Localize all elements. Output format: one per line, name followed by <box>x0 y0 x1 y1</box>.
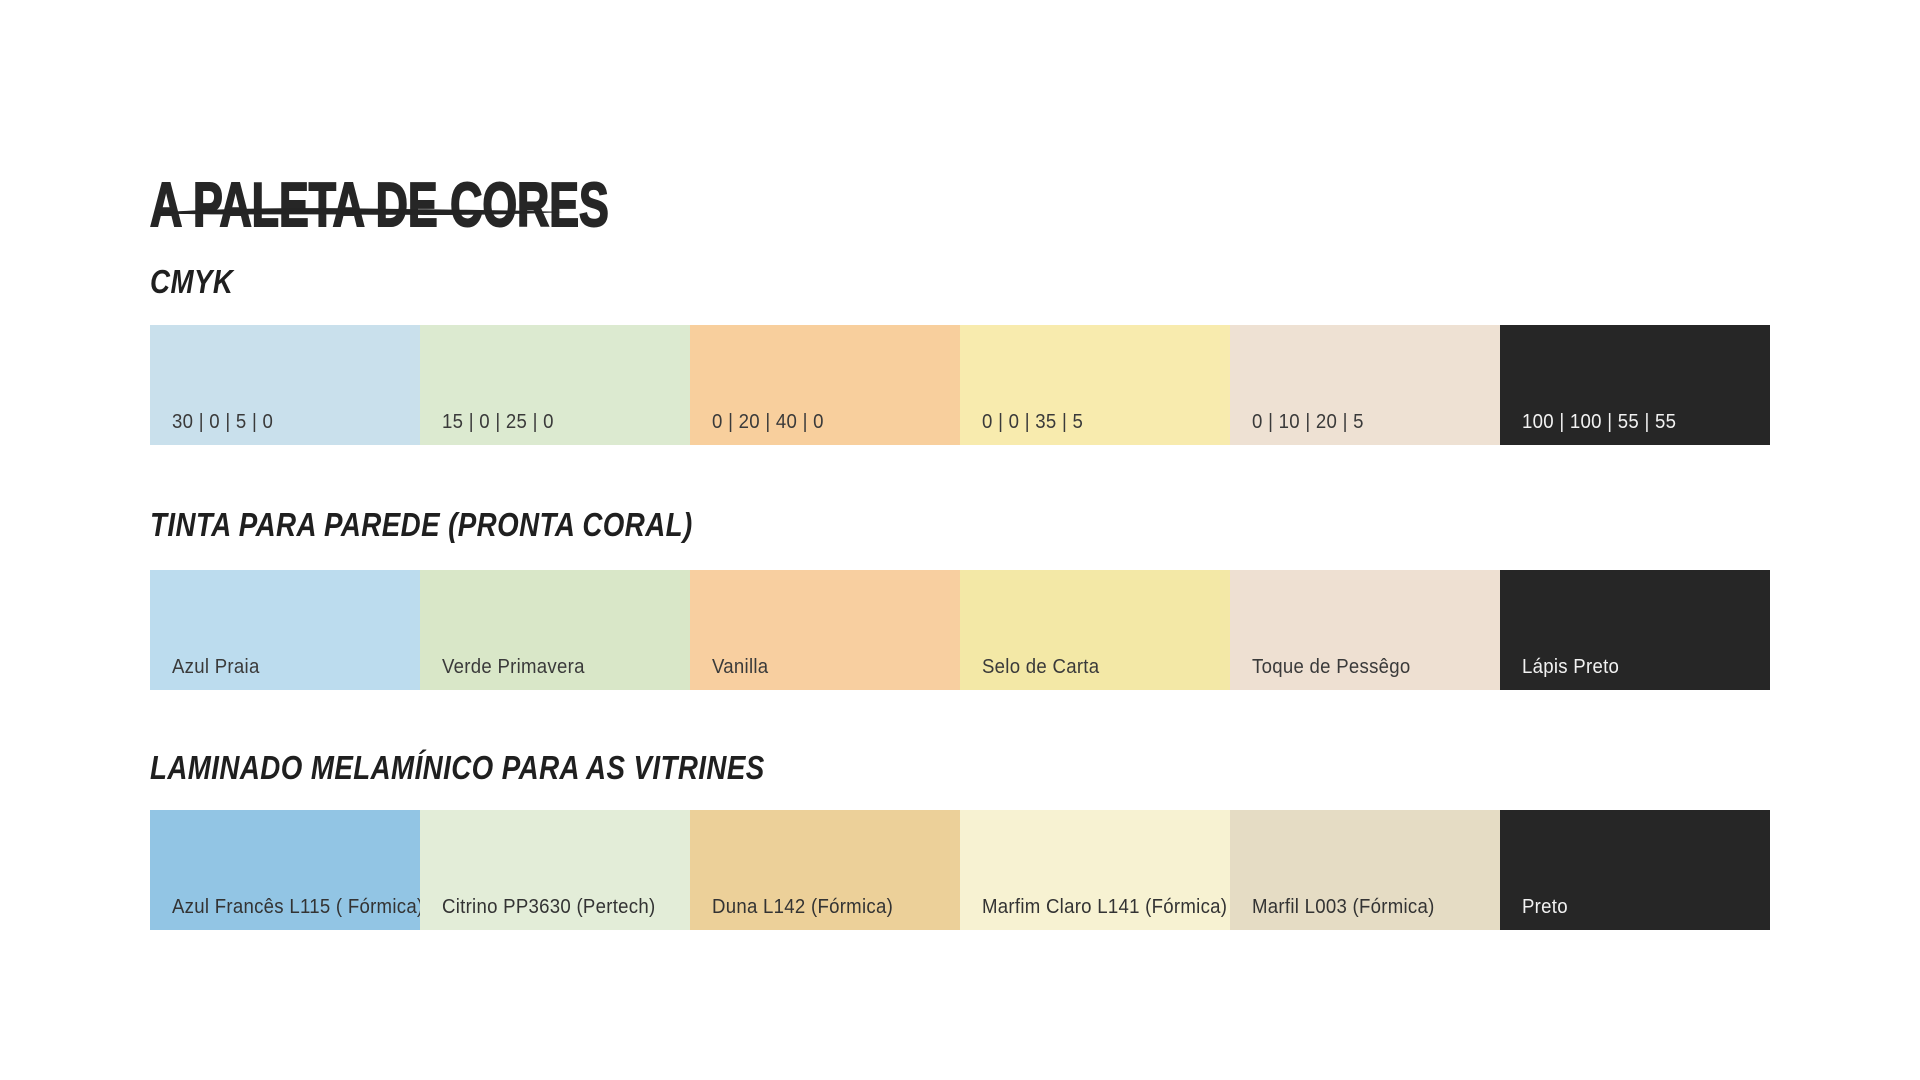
swatch: 0 | 20 | 40 | 0 <box>690 325 960 445</box>
swatch: Marfim Claro L141 (Fórmica) <box>960 810 1230 930</box>
swatch: Lápis Preto <box>1500 570 1770 690</box>
swatch-label: Duna L142 (Fórmica) <box>712 896 894 918</box>
swatch-label: Marfim Claro L141 (Fórmica) <box>982 896 1228 918</box>
swatch-label: 0 | 20 | 40 | 0 <box>712 411 824 433</box>
swatch-label: 15 | 0 | 25 | 0 <box>442 411 554 433</box>
swatch-label: Verde Primavera <box>442 656 585 678</box>
swatch: 100 | 100 | 55 | 55 <box>1500 325 1770 445</box>
swatch: Toque de Pessêgo <box>1230 570 1500 690</box>
swatch: Marfil L003 (Fórmica) <box>1230 810 1500 930</box>
page-title: A PALETA DE CORES <box>149 170 609 240</box>
section-heading: LAMINADO MELAMÍNICO PARA AS VITRINES <box>150 749 765 786</box>
swatch-label: Marfil L003 (Fórmica) <box>1252 896 1435 918</box>
swatch-label: 0 | 10 | 20 | 5 <box>1252 411 1364 433</box>
swatch-label: Toque de Pessêgo <box>1252 656 1411 678</box>
swatch-label: 30 | 0 | 5 | 0 <box>172 411 274 433</box>
swatch-label: Azul Praia <box>172 656 260 678</box>
swatch-label: Selo de Carta <box>982 656 1100 678</box>
swatch-label: Vanilla <box>712 656 769 678</box>
swatch: 0 | 0 | 35 | 5 <box>960 325 1230 445</box>
swatch: Azul Praia <box>150 570 420 690</box>
section-heading: CMYK <box>150 263 234 300</box>
section-heading: TINTA PARA PAREDE (PRONTA CORAL) <box>150 506 693 543</box>
swatch-label: Citrino PP3630 (Pertech) <box>442 896 656 918</box>
swatch: Citrino PP3630 (Pertech) <box>420 810 690 930</box>
swatch-label: 100 | 100 | 55 | 55 <box>1522 411 1677 433</box>
swatch-label: Preto <box>1522 896 1568 918</box>
swatch: Selo de Carta <box>960 570 1230 690</box>
swatch: 0 | 10 | 20 | 5 <box>1230 325 1500 445</box>
swatch: Preto <box>1500 810 1770 930</box>
swatch: 15 | 0 | 25 | 0 <box>420 325 690 445</box>
swatch: Vanilla <box>690 570 960 690</box>
swatch-row-cmyk: 30 | 0 | 5 | 0 15 | 0 | 25 | 0 0 | 20 | … <box>150 325 1770 445</box>
swatch-label: Lápis Preto <box>1522 656 1620 678</box>
swatch: Duna L142 (Fórmica) <box>690 810 960 930</box>
swatch: Azul Francês L115 ( Fórmica) <box>150 810 420 930</box>
swatch: Verde Primavera <box>420 570 690 690</box>
swatch-label: Azul Francês L115 ( Fórmica) <box>172 896 420 918</box>
swatch-label: 0 | 0 | 35 | 5 <box>982 411 1084 433</box>
swatch-row-tinta: Azul Praia Verde Primavera Vanilla Selo … <box>150 570 1770 690</box>
title-underline-brush <box>154 208 562 215</box>
swatch: 30 | 0 | 5 | 0 <box>150 325 420 445</box>
swatch-row-laminado: Azul Francês L115 ( Fórmica) Citrino PP3… <box>150 810 1770 930</box>
